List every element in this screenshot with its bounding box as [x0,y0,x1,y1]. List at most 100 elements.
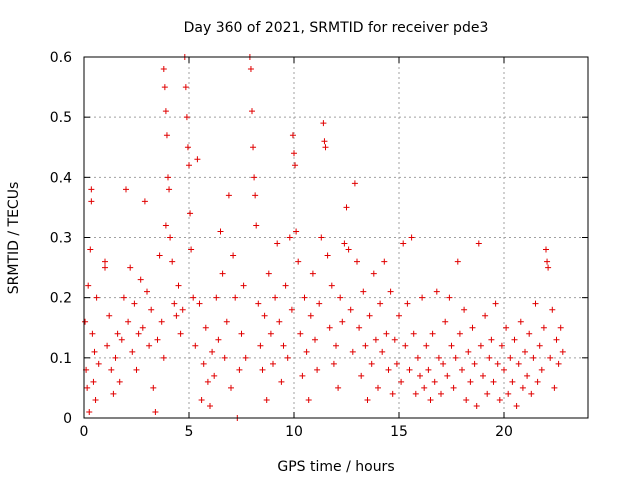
data-point [250,144,257,151]
y-tick-label: 0.5 [50,110,72,126]
axis-ticks [83,56,588,419]
data-point [85,282,92,289]
data-point [505,390,512,397]
y-tick-label: 0.4 [50,170,72,186]
data-point [381,258,388,265]
data-point [513,402,520,409]
data-point [448,342,455,349]
data-point [417,372,423,379]
data-point [171,300,178,307]
data-point [354,258,360,265]
data-point [345,246,352,253]
data-point [536,342,543,349]
data-point [160,66,167,73]
data-point [526,330,533,337]
data-point [396,312,402,319]
data-point [162,108,169,115]
data-point [372,336,379,343]
data-point [442,318,449,325]
data-point [328,282,335,289]
data-point [482,312,489,319]
data-point [314,366,321,373]
data-point [337,294,344,301]
data-point [211,372,218,379]
data-points [82,54,566,421]
data-point [129,348,136,355]
data-point [137,276,144,283]
data-point [438,390,444,397]
data-point [135,330,142,337]
data-point [454,258,461,265]
data-point [387,288,394,295]
data-point [339,318,346,325]
data-point [421,384,428,391]
data-point [259,366,266,373]
data-point [225,192,232,199]
data-point [167,234,174,241]
data-point [524,372,531,379]
data-point [333,342,339,349]
data-point [303,348,310,355]
data-point [108,366,115,373]
data-point [456,330,463,337]
data-point [125,318,132,325]
data-point [429,330,436,337]
data-point [551,384,558,391]
data-point [156,252,163,259]
data-point [461,306,468,313]
data-point [389,390,396,397]
data-point [219,270,226,277]
data-point [398,378,405,385]
data-point [379,348,386,355]
data-point [116,378,123,385]
data-point [82,318,89,325]
data-point [217,228,224,235]
data-point [356,324,363,331]
data-point [530,354,537,361]
data-point [263,396,270,403]
data-point [232,294,239,301]
data-point [431,378,438,385]
data-point [106,312,113,319]
data-point [343,204,350,211]
chart-title: Day 360 of 2021, SRMTID for receiver pde… [184,20,489,36]
data-point [194,156,201,163]
data-point [253,222,260,229]
data-point [276,318,283,325]
data-point [286,234,293,241]
data-point [368,360,375,367]
data-point [93,294,100,301]
data-point [322,144,329,151]
data-point [104,342,111,349]
data-point [377,300,384,307]
data-point [274,240,281,247]
data-point [95,360,102,367]
data-point [347,306,354,313]
data-point [251,174,258,181]
data-point [223,318,230,325]
data-point [270,360,276,367]
data-point [475,240,482,247]
data-point [517,318,524,325]
data-point [349,348,356,355]
data-point [184,144,191,151]
data-point [511,336,518,343]
data-point [221,354,228,361]
data-point [559,348,566,355]
data-point [307,312,314,319]
data-point [425,366,432,373]
data-point [433,288,440,295]
data-point [228,384,234,391]
data-point [321,138,328,145]
data-point [293,228,300,235]
data-point [557,324,564,331]
data-point [289,132,296,139]
data-point [549,306,556,313]
data-point [486,354,493,361]
data-point [292,162,299,169]
data-point [173,312,180,319]
data-point [179,306,186,313]
data-point [412,390,419,397]
data-point [183,114,190,121]
